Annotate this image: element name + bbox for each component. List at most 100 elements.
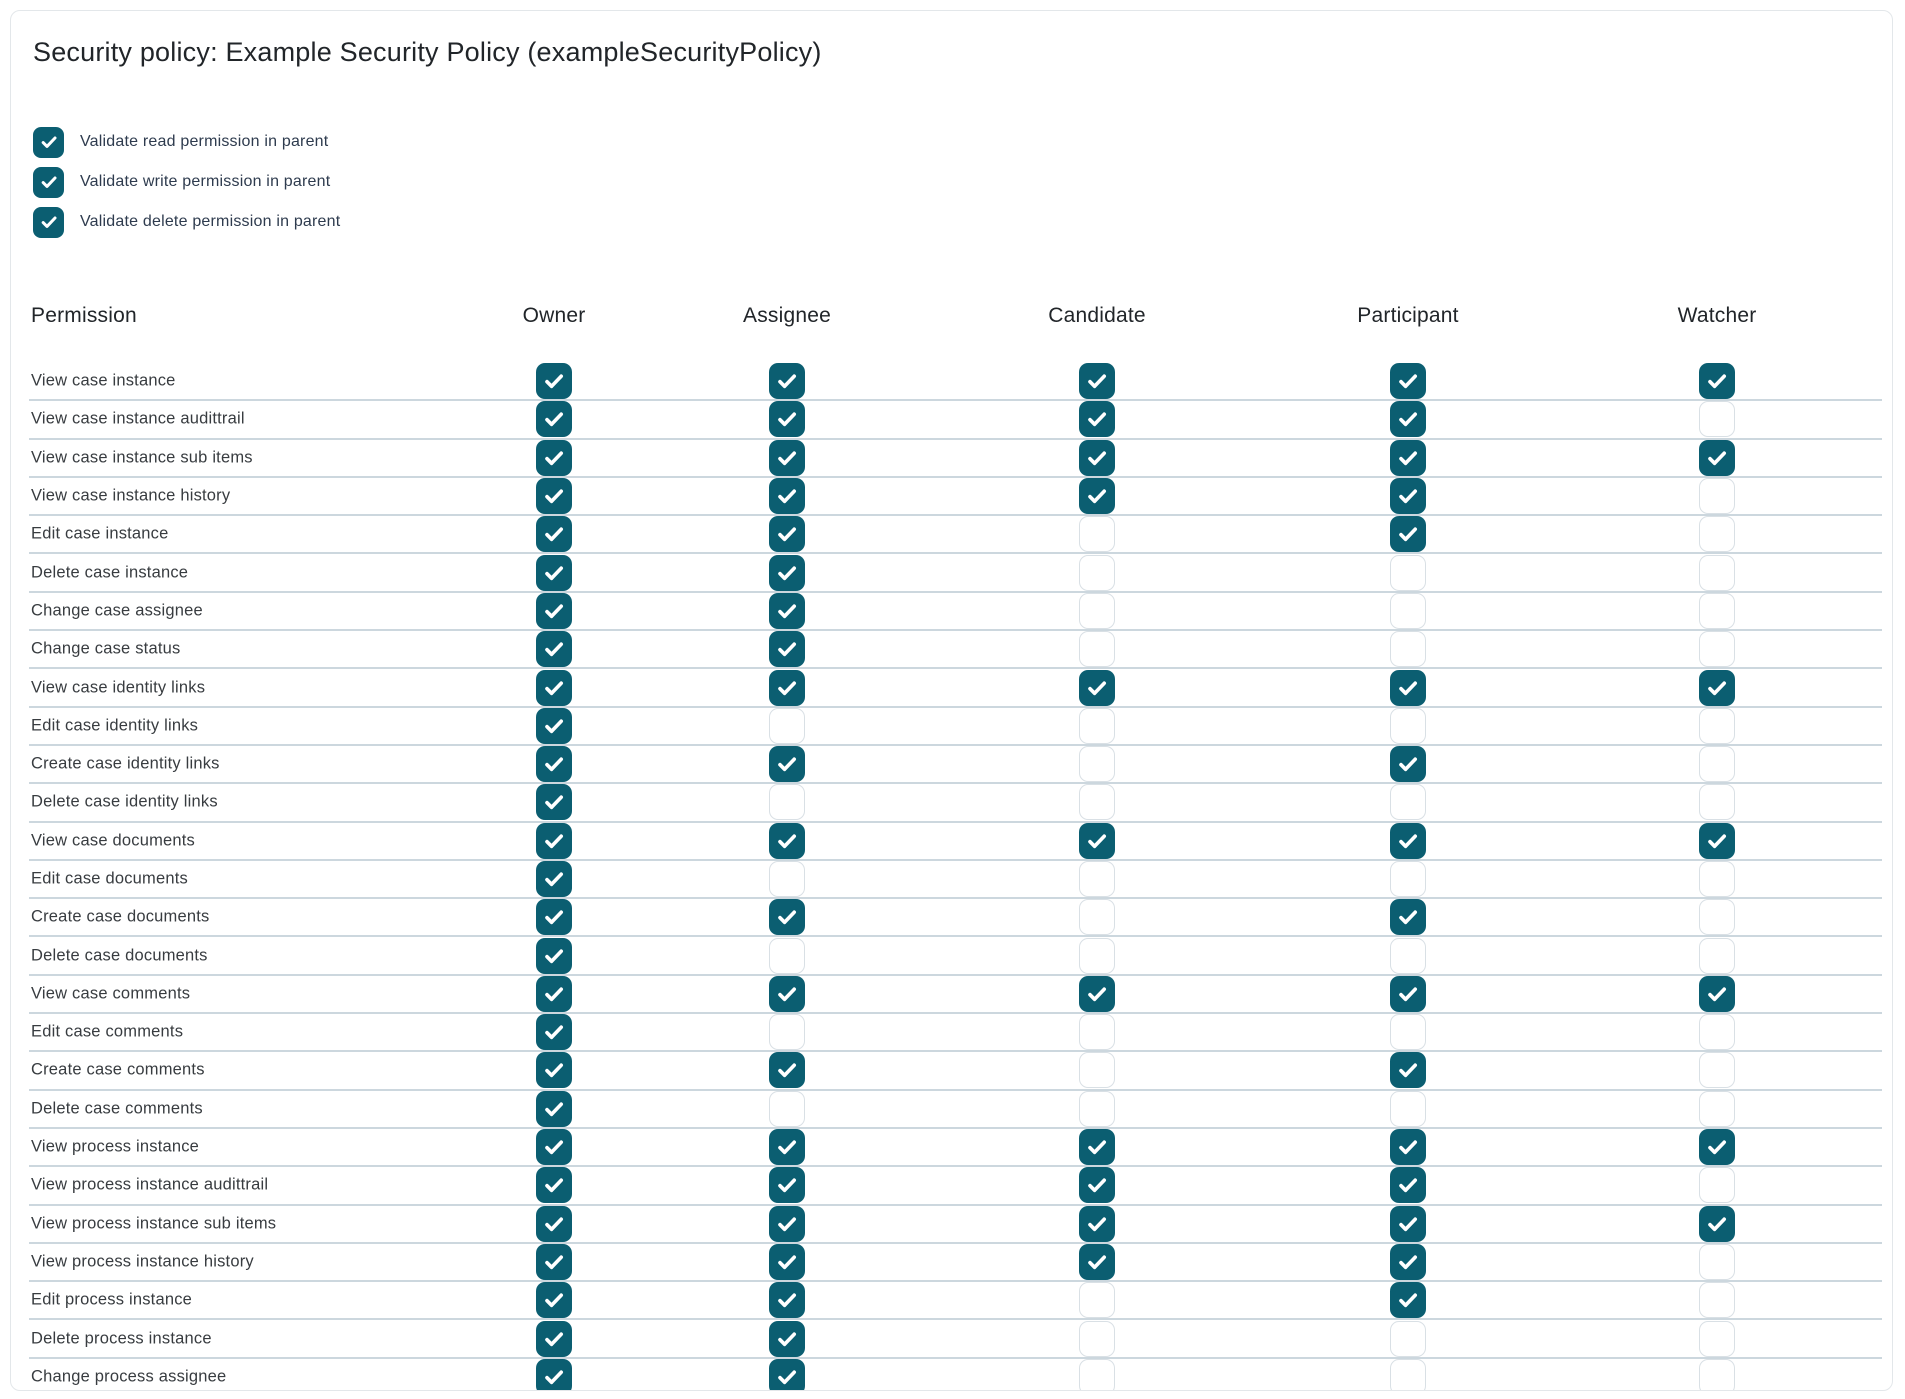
permission-checkbox-participant[interactable]: [1390, 861, 1426, 897]
permission-checkbox-owner[interactable]: [536, 975, 572, 1012]
permission-checkbox-watcher[interactable]: [1699, 937, 1735, 974]
permission-checkbox-watcher[interactable]: [1699, 899, 1735, 936]
permission-checkbox-owner[interactable]: [536, 631, 572, 668]
permission-checkbox-watcher[interactable]: [1699, 1014, 1735, 1051]
permission-checkbox-watcher[interactable]: [1699, 707, 1735, 744]
permission-checkbox-assignee[interactable]: [769, 1129, 805, 1166]
permission-checkbox-assignee[interactable]: [769, 746, 805, 783]
permission-checkbox-assignee[interactable]: [769, 439, 805, 476]
permission-checkbox-assignee[interactable]: [769, 1243, 805, 1280]
permission-checkbox-owner[interactable]: [536, 1014, 572, 1051]
permission-checkbox-watcher[interactable]: [1699, 478, 1735, 515]
permission-checkbox-candidate[interactable]: [1079, 439, 1115, 476]
permission-checkbox-owner[interactable]: [536, 1205, 572, 1242]
permission-checkbox-candidate[interactable]: [1079, 861, 1115, 897]
permission-checkbox-participant[interactable]: [1390, 1205, 1426, 1242]
permission-checkbox-participant[interactable]: [1390, 937, 1426, 974]
permission-checkbox-assignee[interactable]: [769, 1320, 805, 1357]
permission-checkbox-watcher[interactable]: [1699, 1205, 1735, 1242]
permission-checkbox-assignee[interactable]: [769, 554, 805, 591]
permission-checkbox-candidate[interactable]: [1079, 784, 1115, 821]
permission-checkbox-participant[interactable]: [1390, 784, 1426, 821]
permission-checkbox-owner[interactable]: [536, 669, 572, 706]
permission-checkbox-participant[interactable]: [1390, 592, 1426, 629]
permission-checkbox-assignee[interactable]: [769, 784, 805, 821]
permission-checkbox-candidate[interactable]: [1079, 1282, 1115, 1319]
permission-checkbox-owner[interactable]: [536, 937, 572, 974]
permission-checkbox-participant[interactable]: [1390, 631, 1426, 668]
permission-checkbox-watcher[interactable]: [1699, 554, 1735, 591]
permission-checkbox-participant[interactable]: [1390, 554, 1426, 591]
permission-checkbox-assignee[interactable]: [769, 1014, 805, 1051]
permission-checkbox-assignee[interactable]: [769, 975, 805, 1012]
permission-checkbox-watcher[interactable]: [1699, 784, 1735, 821]
permission-checkbox-watcher[interactable]: [1699, 1243, 1735, 1280]
permission-checkbox-assignee[interactable]: [769, 707, 805, 744]
permission-checkbox-watcher[interactable]: [1699, 592, 1735, 629]
permission-checkbox-owner[interactable]: [536, 822, 572, 859]
permission-checkbox-participant[interactable]: [1390, 478, 1426, 515]
permission-checkbox-candidate[interactable]: [1079, 1358, 1115, 1390]
permission-checkbox-assignee[interactable]: [769, 937, 805, 974]
permission-checkbox-owner[interactable]: [536, 363, 572, 400]
permission-checkbox-watcher[interactable]: [1699, 1358, 1735, 1390]
permission-checkbox-candidate[interactable]: [1079, 707, 1115, 744]
permission-checkbox-participant[interactable]: [1390, 1167, 1426, 1204]
permission-checkbox-owner[interactable]: [536, 592, 572, 629]
permission-checkbox-participant[interactable]: [1390, 1014, 1426, 1051]
permission-checkbox-assignee[interactable]: [769, 1358, 805, 1390]
permission-checkbox-participant[interactable]: [1390, 899, 1426, 936]
permission-checkbox-participant[interactable]: [1390, 401, 1426, 438]
permission-checkbox-owner[interactable]: [536, 1167, 572, 1204]
permission-checkbox-assignee[interactable]: [769, 592, 805, 629]
permission-checkbox-candidate[interactable]: [1079, 975, 1115, 1012]
permission-checkbox-watcher[interactable]: [1699, 631, 1735, 668]
permission-checkbox-participant[interactable]: [1390, 1320, 1426, 1357]
permission-checkbox-candidate[interactable]: [1079, 1243, 1115, 1280]
permission-checkbox-candidate[interactable]: [1079, 1090, 1115, 1127]
permission-checkbox-owner[interactable]: [536, 861, 572, 897]
permission-checkbox-assignee[interactable]: [769, 478, 805, 515]
permission-checkbox-watcher[interactable]: [1699, 1320, 1735, 1357]
permission-checkbox-participant[interactable]: [1390, 669, 1426, 706]
permission-checkbox-assignee[interactable]: [769, 822, 805, 859]
permission-checkbox-assignee[interactable]: [769, 861, 805, 897]
permission-checkbox-watcher[interactable]: [1699, 401, 1735, 438]
permission-checkbox-owner[interactable]: [536, 707, 572, 744]
permission-checkbox-assignee[interactable]: [769, 401, 805, 438]
permission-checkbox-owner[interactable]: [536, 439, 572, 476]
permission-checkbox-owner[interactable]: [536, 899, 572, 936]
permission-checkbox-watcher[interactable]: [1699, 1052, 1735, 1089]
validate-option-checkbox[interactable]: [33, 126, 64, 158]
permission-checkbox-owner[interactable]: [536, 516, 572, 553]
permission-checkbox-watcher[interactable]: [1699, 746, 1735, 783]
permission-checkbox-watcher[interactable]: [1699, 822, 1735, 859]
permission-checkbox-watcher[interactable]: [1699, 1090, 1735, 1127]
permission-checkbox-assignee[interactable]: [769, 1052, 805, 1089]
permission-checkbox-candidate[interactable]: [1079, 401, 1115, 438]
permission-checkbox-assignee[interactable]: [769, 1205, 805, 1242]
permission-checkbox-watcher[interactable]: [1699, 516, 1735, 553]
permission-checkbox-candidate[interactable]: [1079, 1320, 1115, 1357]
permission-checkbox-candidate[interactable]: [1079, 363, 1115, 400]
permission-checkbox-watcher[interactable]: [1699, 975, 1735, 1012]
permission-checkbox-owner[interactable]: [536, 554, 572, 591]
permission-checkbox-owner[interactable]: [536, 401, 572, 438]
permission-checkbox-participant[interactable]: [1390, 1129, 1426, 1166]
validate-option-checkbox[interactable]: [33, 166, 64, 198]
permission-checkbox-watcher[interactable]: [1699, 1282, 1735, 1319]
permission-checkbox-assignee[interactable]: [769, 899, 805, 936]
permission-checkbox-watcher[interactable]: [1699, 1129, 1735, 1166]
permission-checkbox-candidate[interactable]: [1079, 669, 1115, 706]
permission-checkbox-watcher[interactable]: [1699, 669, 1735, 706]
permission-checkbox-watcher[interactable]: [1699, 439, 1735, 476]
permission-checkbox-owner[interactable]: [536, 478, 572, 515]
permission-checkbox-participant[interactable]: [1390, 1052, 1426, 1089]
validate-option-checkbox[interactable]: [33, 206, 64, 238]
permission-checkbox-owner[interactable]: [536, 746, 572, 783]
permission-checkbox-participant[interactable]: [1390, 439, 1426, 476]
permission-checkbox-assignee[interactable]: [769, 363, 805, 400]
permission-checkbox-candidate[interactable]: [1079, 478, 1115, 515]
permission-checkbox-owner[interactable]: [536, 1282, 572, 1319]
permission-checkbox-assignee[interactable]: [769, 669, 805, 706]
